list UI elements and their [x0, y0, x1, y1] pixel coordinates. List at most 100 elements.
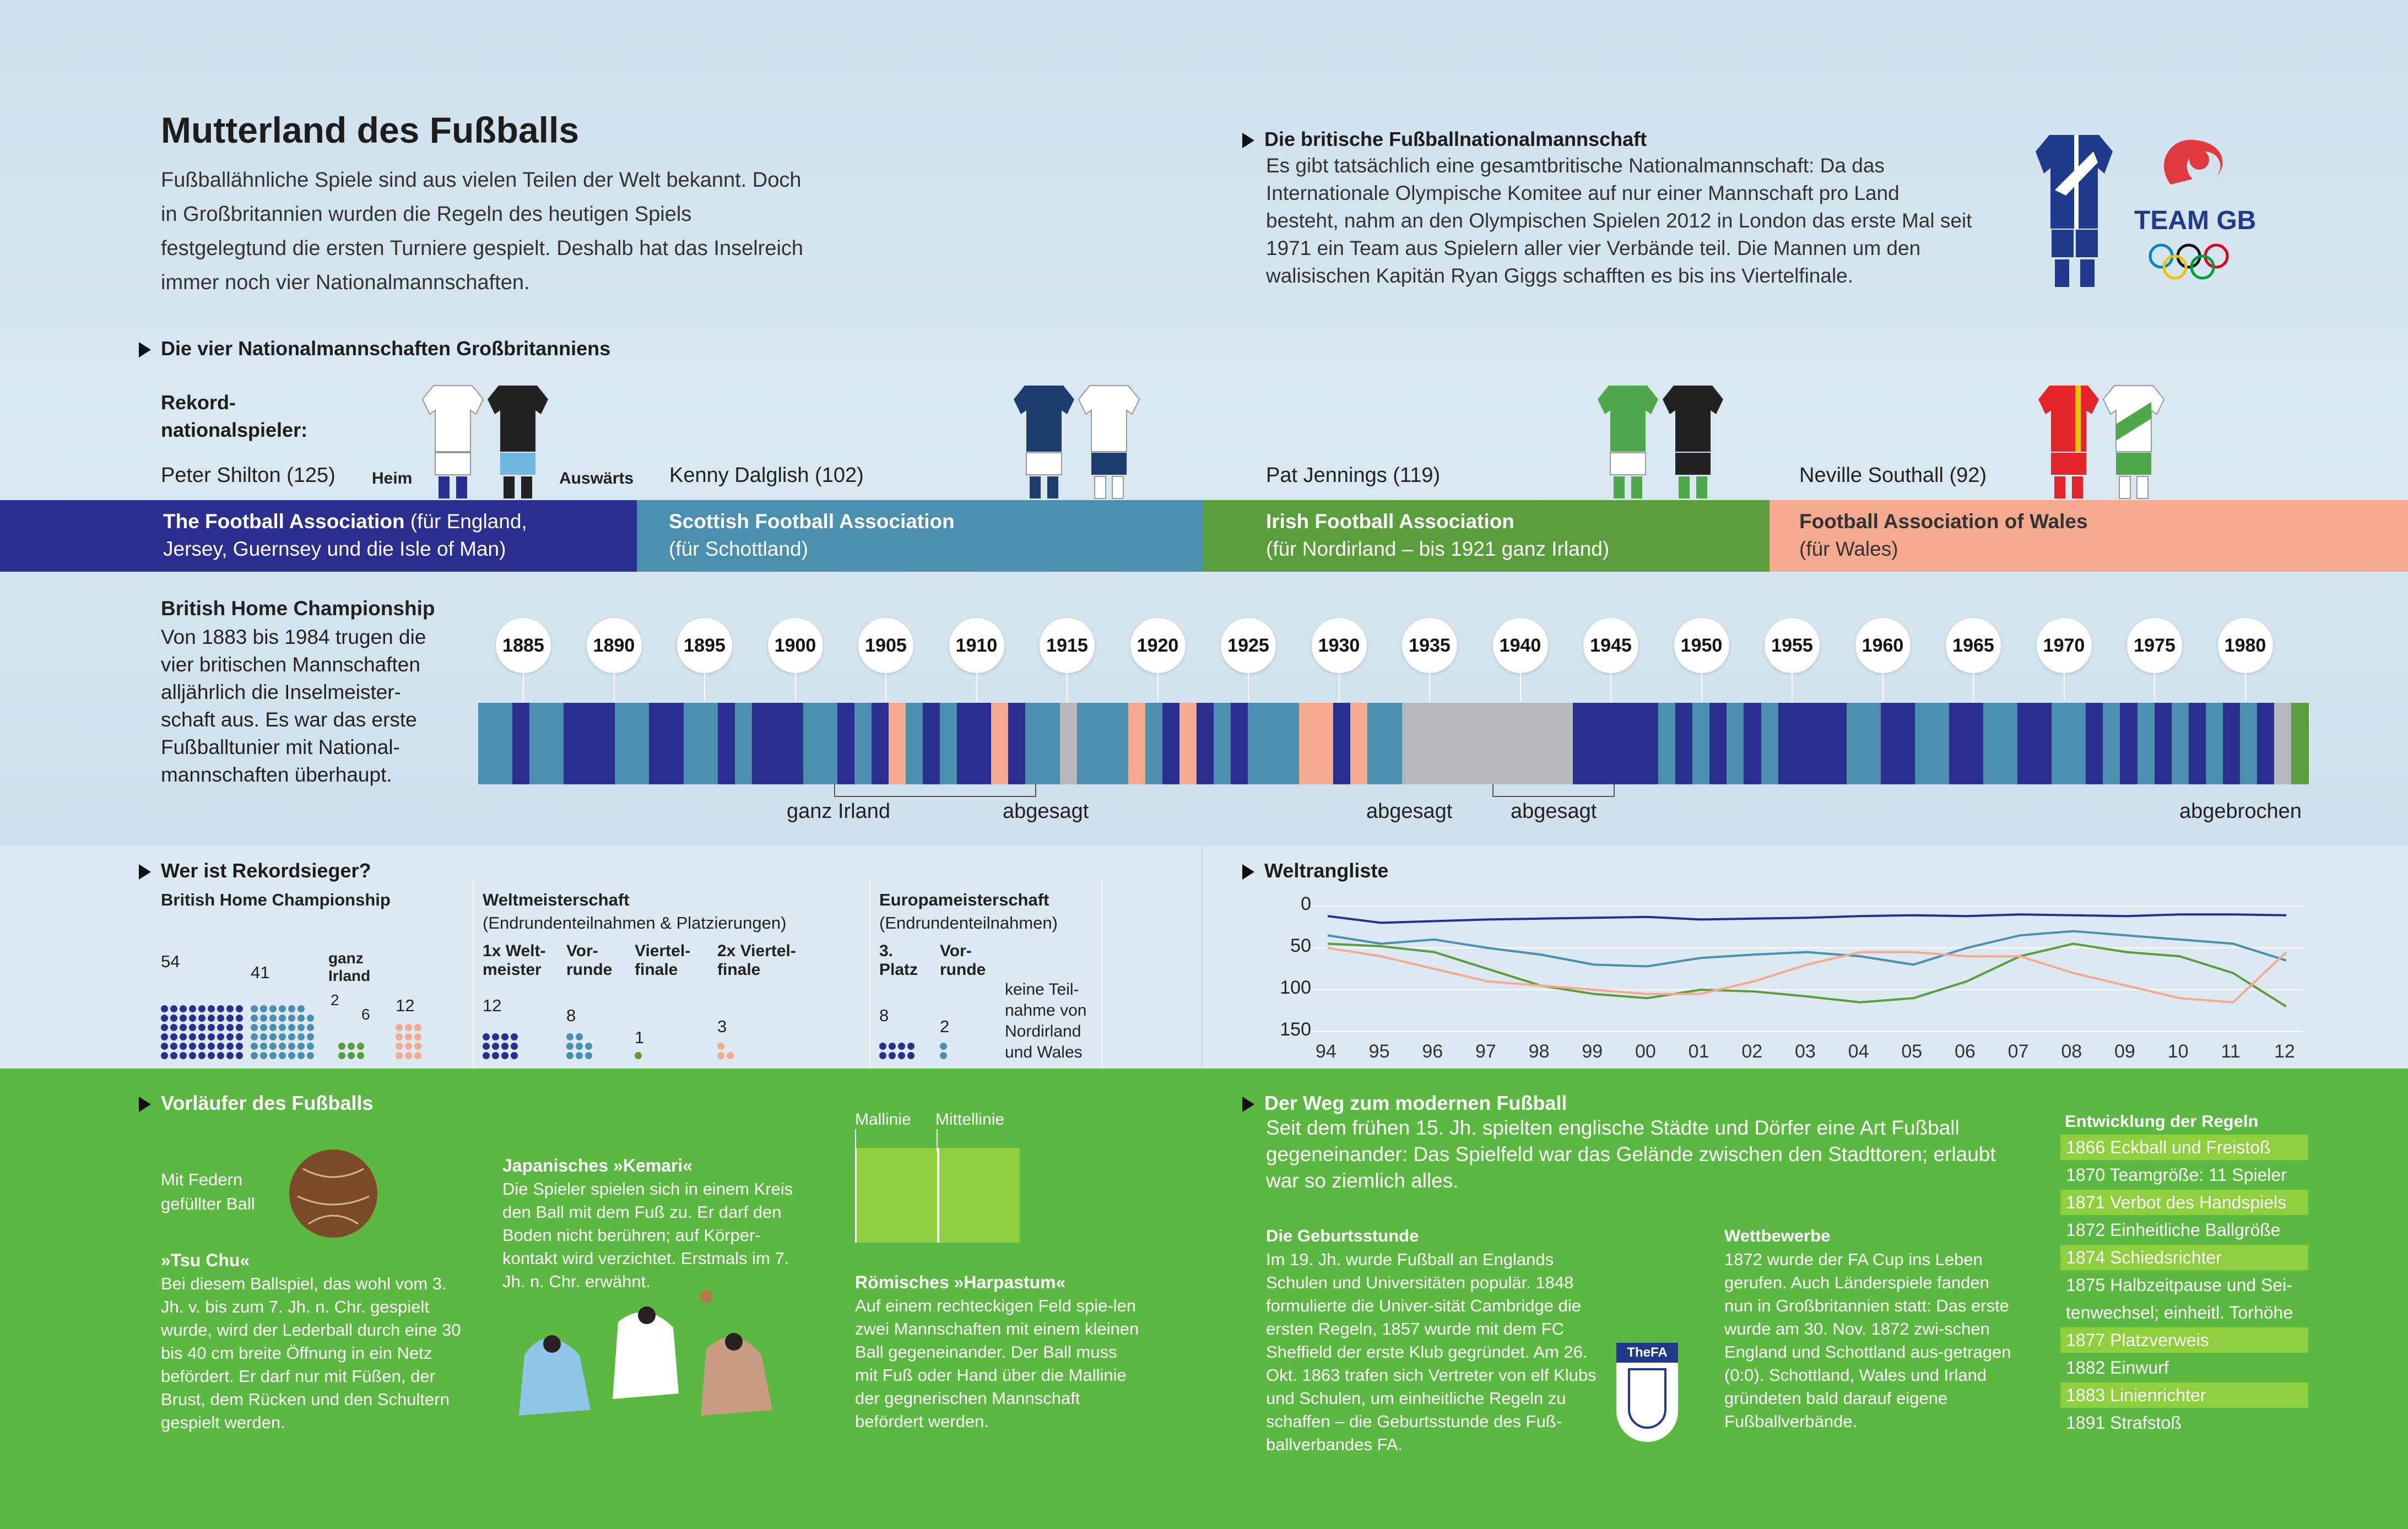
count-dot [566, 1043, 573, 1050]
year-marker: 1935 [1402, 618, 1457, 702]
record-panel [0, 846, 1201, 1069]
bhc-year-cell [1401, 703, 1420, 784]
field-label-mallinie: Mallinie [855, 1110, 911, 1129]
count-dot [414, 1024, 421, 1031]
count-dot [208, 1005, 215, 1012]
tsuchu-text: Bei diesem Ballspiel, das wohl vom 3. Jh… [161, 1274, 461, 1432]
count-dot [279, 1015, 286, 1022]
bhc-year-cell [1487, 703, 1505, 784]
bhc-year-cell [1863, 703, 1881, 784]
bhc-year-cell [1470, 703, 1488, 784]
count-dot [170, 1015, 177, 1022]
bhc-year-cell [2052, 703, 2070, 784]
year-marker: 1890 [586, 618, 642, 702]
rules-list: 1866 Eckball und Freistoß 1870 Teamgröße:… [2060, 1135, 2308, 1438]
x-tick-label: 05 [1901, 1041, 1923, 1062]
divider [473, 879, 474, 1069]
bhc-year-cell [1607, 703, 1625, 784]
bhc-year-cell [1572, 703, 1591, 784]
label-tick [855, 1129, 856, 1151]
bhc-year-cell [1299, 703, 1317, 784]
bhc-year-cell [1025, 703, 1043, 784]
em-note: keine Teil- nahme von Nordirland und Wal… [1005, 980, 1087, 1061]
count-dot [414, 1033, 421, 1040]
bhc-year-cell [1949, 703, 1967, 784]
count-dot [492, 1043, 499, 1050]
count-dot [161, 1052, 168, 1059]
count-dot [260, 1043, 267, 1050]
page-title: Mutterland des Fußballs [161, 110, 580, 150]
year-marker: 1970 [2036, 618, 2092, 702]
wm-title: Weltmeisterschaft [483, 890, 630, 909]
count-dot [717, 1052, 724, 1059]
harpastum-title: Römisches »Harpastum« [855, 1272, 1066, 1292]
count-dot [251, 1015, 258, 1022]
bhc-year-cell [751, 703, 770, 784]
bhc-year-cell [1231, 703, 1249, 784]
count-dot [208, 1024, 215, 1031]
count-dot [297, 1024, 305, 1031]
bhc-year-cell [2222, 703, 2241, 784]
bhc-year-cell [2137, 703, 2155, 784]
count-dot [288, 1052, 295, 1059]
bhc-year-cell [1128, 703, 1146, 784]
year-marker: 1885 [496, 618, 551, 702]
count-dot [307, 1052, 314, 1059]
four-teams-heading: Die vier Nationalmannschaften Großbritan… [139, 337, 610, 360]
count-dot [898, 1043, 905, 1050]
scotland-home-kit-icon [1014, 386, 1074, 498]
bhc-year-cell [2257, 703, 2275, 784]
count-dot [269, 1043, 277, 1050]
count-dot [338, 1043, 345, 1050]
bhc-year-cell [1059, 703, 1078, 784]
year-marker: 1940 [1492, 618, 1548, 702]
bhc-year-cell [1145, 703, 1163, 784]
wm-col-4-label: 2x Viertel- finale [717, 942, 796, 979]
bhc-year-cell [1692, 703, 1711, 784]
count-dot [297, 1043, 305, 1050]
count-dot [511, 1033, 518, 1040]
count-dot [180, 1024, 187, 1031]
bhc-year-cell [1419, 703, 1437, 784]
bhc-year-cell [1778, 703, 1796, 784]
bhc-year-cell [1265, 703, 1283, 784]
bhc-year-cell [1453, 703, 1471, 784]
player-nireland: Pat Jennings (119) [1266, 464, 1441, 487]
count-dot [260, 1052, 267, 1059]
x-tick-label: 98 [1528, 1041, 1550, 1062]
bhc-year-cell [786, 703, 804, 784]
bhc-year-cell [803, 703, 821, 784]
count-dot [189, 1015, 196, 1022]
year-marker: 1960 [1855, 618, 1911, 702]
count-dot [307, 1015, 314, 1022]
bhc-year-cell [666, 703, 684, 784]
count-dot [907, 1043, 915, 1050]
count-dot [217, 1033, 224, 1040]
bhc-year-cell [1658, 703, 1676, 784]
count-dot [170, 1033, 177, 1040]
bhc-heading: British Home Championship [161, 597, 435, 620]
green-section [0, 1069, 2408, 1529]
bhc-year-cell [1008, 703, 1026, 784]
count-dot [226, 1052, 234, 1059]
count-dot [236, 1033, 243, 1040]
home-label: Heim [372, 469, 413, 487]
year-marker: 1955 [1765, 618, 1820, 702]
note-abgesagt-3: abgesagt [1511, 800, 1597, 823]
count-dot [217, 1052, 224, 1059]
count-dot [405, 1052, 412, 1059]
modern-heading: Der Weg zum modernen Fußball [1242, 1092, 1567, 1115]
bhc-year-cell [1350, 703, 1368, 784]
comp-title: Wettbewerbe [1724, 1226, 1831, 1245]
bhc-wales-value: 12 [396, 996, 415, 1015]
count-dot [297, 1005, 305, 1012]
x-tick-label: 12 [2274, 1041, 2295, 1062]
em-col-1-label: 3. Platz [879, 942, 918, 979]
count-dot [217, 1043, 224, 1050]
count-dot [198, 1015, 205, 1022]
count-dot [251, 1024, 258, 1031]
away-label: Auswärts [559, 469, 634, 487]
bhc-year-cell [1111, 703, 1129, 784]
rule-item: 1891 Strafstoß [2066, 1413, 2182, 1433]
rules-title: Entwicklung der Regeln [2065, 1111, 2259, 1131]
